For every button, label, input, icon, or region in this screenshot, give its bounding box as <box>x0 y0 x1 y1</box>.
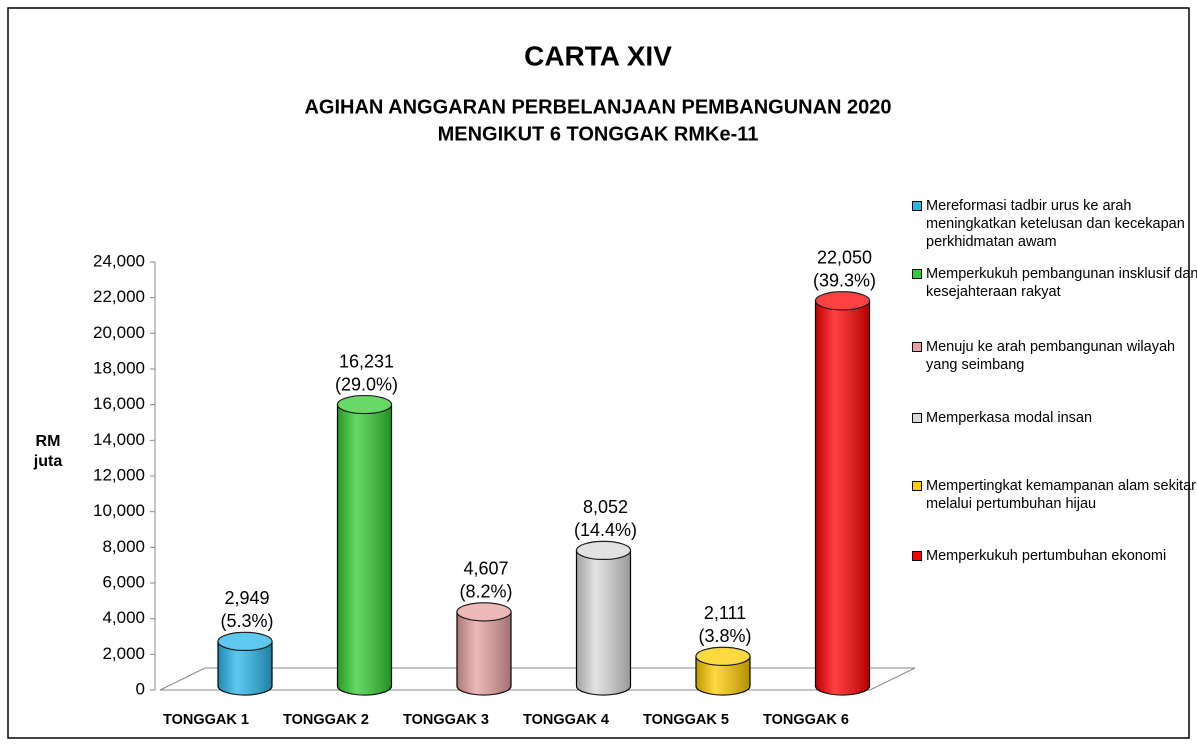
y-tick-label: 20,000 <box>93 323 145 342</box>
x-tick-label: TONGGAK 1 <box>163 712 249 728</box>
x-tick-label: TONGGAK 4 <box>523 712 609 728</box>
y-tick-label: 8,000 <box>102 537 145 556</box>
bar-shading <box>457 611 511 695</box>
bar-shading <box>218 641 272 695</box>
bar-top <box>456 602 512 622</box>
bar-top-highlight <box>457 602 511 621</box>
bar-top-highlight <box>337 395 392 414</box>
value-label: 2,111 <box>704 603 746 623</box>
share-label: (29.0%) <box>335 374 398 394</box>
legend-item: Mempertingkat kemampanan alam sekitar me… <box>912 477 1197 513</box>
floor <box>159 667 916 691</box>
chart-subtitle: AGIHAN ANGGARAN PERBELANJAAN PEMBANGUNAN… <box>304 96 891 118</box>
share-label: (14.4%) <box>574 520 637 540</box>
y-tick-label: 24,000 <box>93 251 145 270</box>
legend-item: Memperkukuh pertumbuhan ekonomi <box>912 547 1197 565</box>
bar-top <box>695 646 751 666</box>
frame <box>7 7 1190 739</box>
chart-title: CARTA XIV <box>524 40 672 71</box>
y-tick-label: 0 <box>136 679 145 698</box>
x-tick-label: TONGGAK 5 <box>643 712 729 728</box>
y-tick-label: 10,000 <box>93 501 145 520</box>
share-label: (8.2%) <box>459 582 512 602</box>
legend-label: Menuju ke arah pembangunan wilayah yang … <box>926 339 1176 373</box>
y-tick-label: 14,000 <box>93 430 145 449</box>
legend-swatch <box>912 201 922 211</box>
y-axis-label: RM juta <box>33 433 63 470</box>
bar-shading <box>696 656 750 695</box>
x-tick-label: TONGGAK 3 <box>403 712 489 728</box>
value-label: 16,231 <box>339 351 394 371</box>
value-label: 22,050 <box>817 248 872 268</box>
legend-swatch <box>912 481 922 491</box>
legend-swatch <box>912 342 922 352</box>
bar-top <box>336 394 393 415</box>
value-label: 8,052 <box>583 497 628 517</box>
bar-shading <box>815 300 870 695</box>
y-tick-label: 16,000 <box>93 394 145 413</box>
x-tick-label: TONGGAK 6 <box>763 712 849 728</box>
bar-top <box>575 540 632 561</box>
legend-item: Memperkasa modal insan <box>912 409 1197 427</box>
bar-top <box>814 291 871 311</box>
y-tick-label: 12,000 <box>93 465 145 484</box>
legend-swatch <box>912 269 922 279</box>
legend-item: Mereformasi tadbir urus ke arah meningka… <box>912 197 1197 251</box>
legend-label: Mereformasi tadbir urus ke arah meningka… <box>926 198 1185 250</box>
bar-shading <box>576 550 631 695</box>
value-label: 4,607 <box>463 559 508 579</box>
y-tick-label: 2,000 <box>102 644 145 663</box>
chart-subtitle: MENGIKUT 6 TONGGAK RMKe-11 <box>438 123 759 145</box>
y-tick-label: 6,000 <box>102 572 145 591</box>
legend-label: Memperkukuh pertumbuhan ekonomi <box>926 548 1167 564</box>
y-tick-label: 18,000 <box>93 358 145 377</box>
legend-label: Memperkasa modal insan <box>926 410 1093 426</box>
share-label: (5.3%) <box>220 611 273 631</box>
x-tick-label: TONGGAK 2 <box>283 712 369 728</box>
bar-top-highlight <box>576 541 631 560</box>
bar-shading <box>337 404 392 695</box>
legend-item: Memperkukuh pembangunan insklusif dan ke… <box>912 265 1197 301</box>
share-label: (39.3%) <box>813 271 876 291</box>
legend-swatch <box>912 551 922 561</box>
legend-label: Memperkukuh pembangunan insklusif dan ke… <box>926 266 1197 300</box>
bar-top-highlight <box>696 647 750 666</box>
legend-item: Menuju ke arah pembangunan wilayah yang … <box>912 338 1197 374</box>
bar-top <box>217 631 273 652</box>
y-tick-label: 22,000 <box>93 287 145 306</box>
share-label: (3.8%) <box>698 626 751 646</box>
y-tick-label: 4,000 <box>102 608 145 627</box>
bar-top-highlight <box>815 291 870 310</box>
legend-swatch <box>912 413 922 423</box>
bar-top-highlight <box>218 632 272 651</box>
value-label: 2,949 <box>224 588 269 608</box>
legend-label: Mempertingkat kemampanan alam sekitar me… <box>926 478 1196 512</box>
